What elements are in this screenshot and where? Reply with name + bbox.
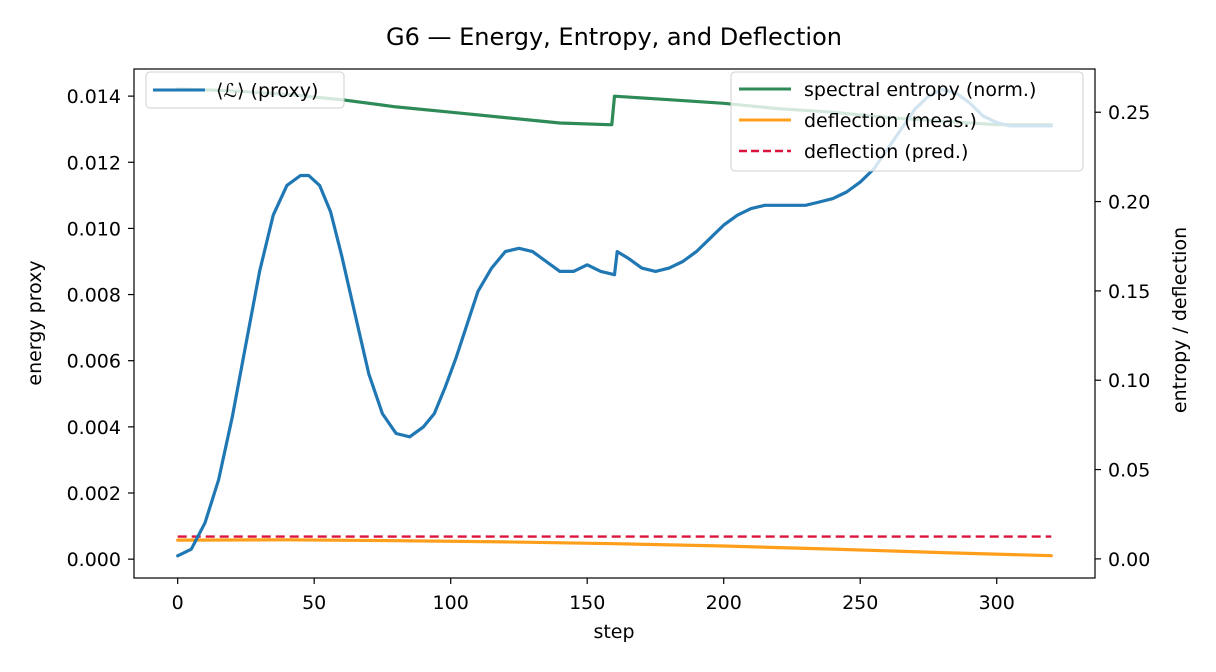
- axis-layer: 0 50 100 150 200 250 300 0.000 0.002 0.004 0.006 0.…: [67, 86, 1151, 614]
- y-left-tick-label: 0.008: [67, 285, 121, 307]
- y-axis-left-title: energy proxy: [24, 260, 46, 385]
- plot-frame: [133, 68, 1096, 579]
- y-right-tick-label: 0.20: [1108, 192, 1150, 214]
- x-axis-title: step: [593, 621, 634, 643]
- y-right-tick-label: 0.00: [1108, 549, 1150, 571]
- y-right-tick-label: 0.15: [1108, 281, 1150, 303]
- y-axis-right-title: entropy / deflection: [1169, 227, 1191, 413]
- y-right-tick-label: 0.25: [1108, 102, 1150, 124]
- legend-label-deflection-meas: deflection (meas.): [804, 110, 977, 132]
- x-tick-label: 200: [706, 592, 742, 614]
- legend-right: spectral entropy (norm.) deflection (mea…: [730, 71, 1084, 172]
- y-left-tick-label: 0.010: [67, 218, 121, 240]
- legend-label-deflection-pred: deflection (pred.): [804, 141, 968, 163]
- y-right-tick-label: 0.10: [1108, 370, 1150, 392]
- series-line-deflection-meas: [176, 538, 1053, 558]
- x-tick-label: 50: [302, 592, 326, 614]
- legend-label-spectral-entropy: spectral entropy (norm.): [804, 79, 1036, 101]
- x-tick-label: 250: [842, 592, 878, 614]
- y-left-tick-label: 0.000: [67, 549, 121, 571]
- legend-label-energy-proxy: ⟨ℒ⟩ (proxy): [216, 80, 318, 102]
- chart-title: G6 — Energy, Entropy, and Deflection: [386, 23, 842, 51]
- x-tick-label: 150: [569, 592, 605, 614]
- x-tick-label: 100: [433, 592, 469, 614]
- y-left-tick-label: 0.004: [67, 417, 121, 439]
- x-tick-label: 0: [172, 592, 184, 614]
- y-right-tick-label: 0.05: [1108, 460, 1150, 482]
- x-tick-label: 300: [979, 592, 1015, 614]
- legend-right-frame: [730, 71, 1084, 172]
- y-left-tick-label: 0.014: [67, 86, 121, 108]
- y-left-tick-label: 0.006: [67, 351, 121, 373]
- y-left-tick-label: 0.002: [67, 483, 121, 505]
- legend-left-frame: [145, 71, 345, 109]
- y-left-tick-label: 0.012: [67, 152, 121, 174]
- legend-left: ⟨ℒ⟩ (proxy): [145, 71, 345, 109]
